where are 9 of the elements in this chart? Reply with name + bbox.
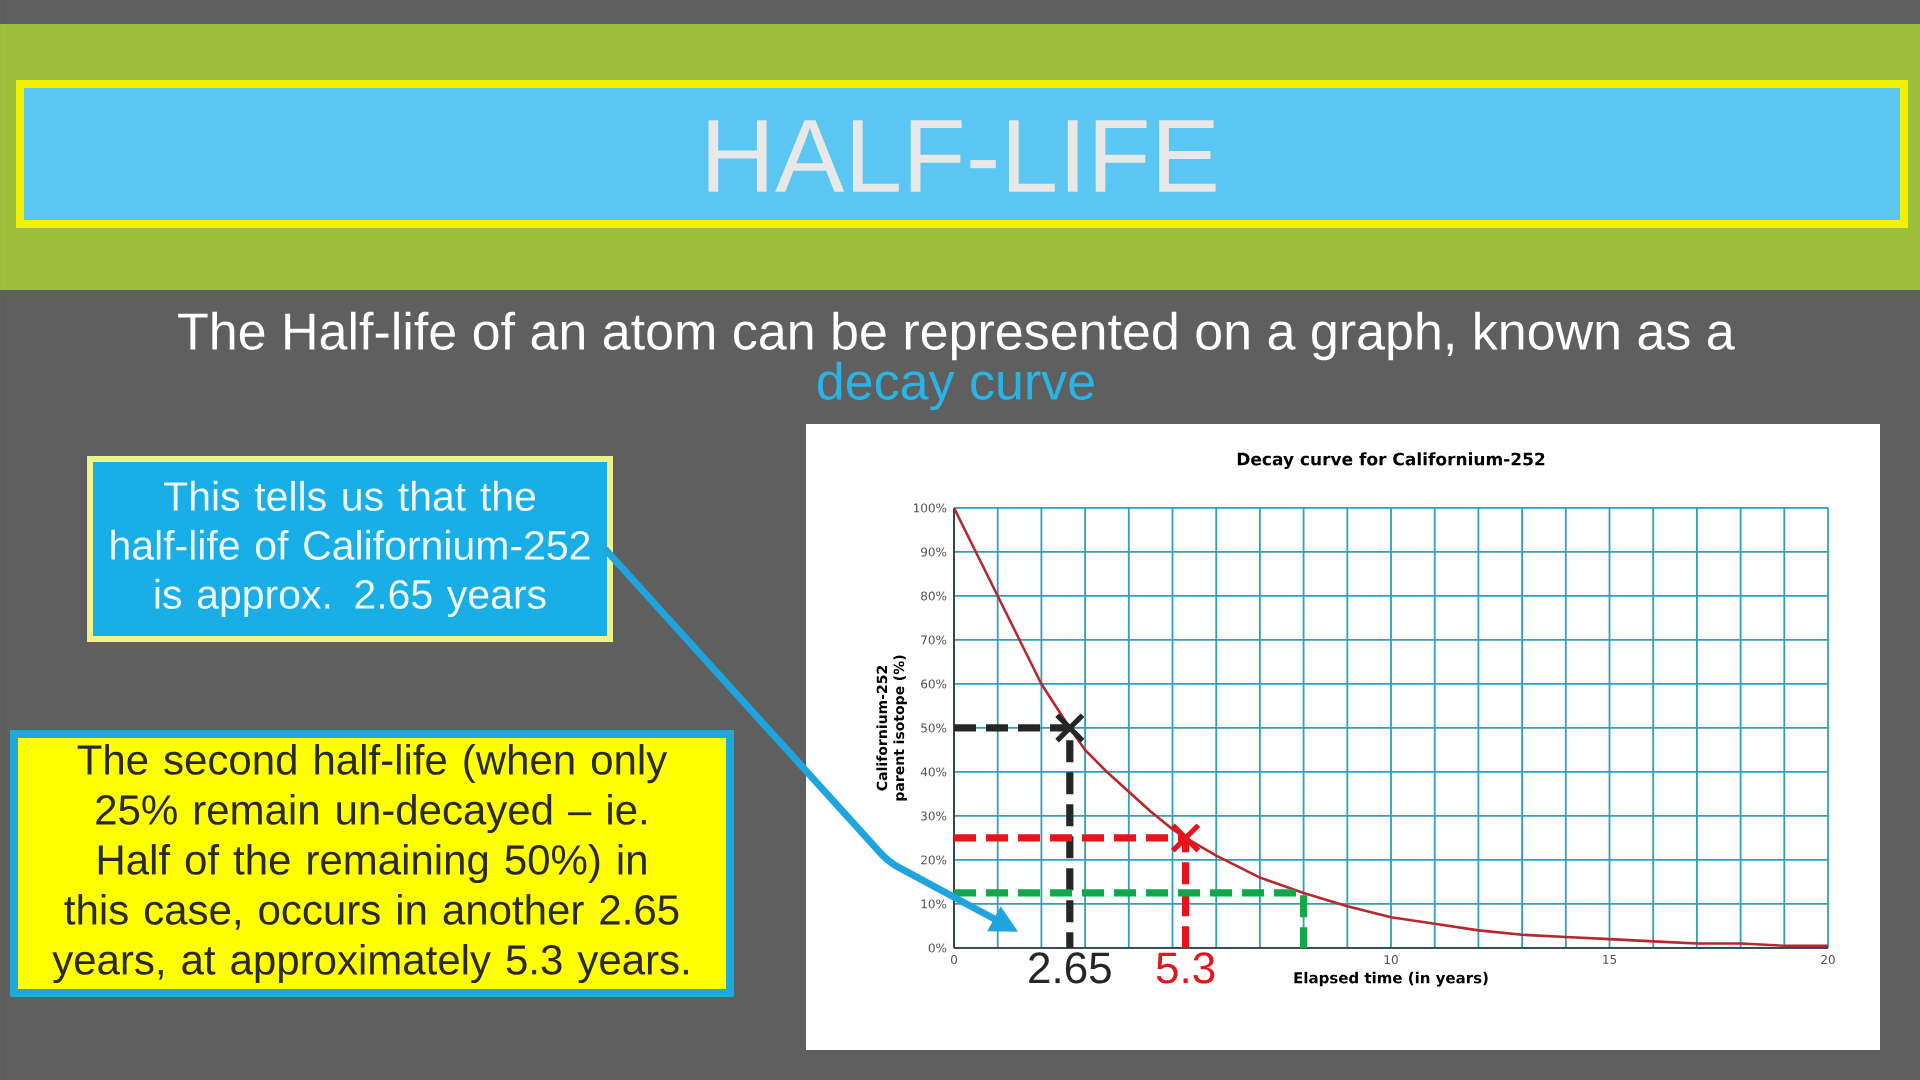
text: The Half-life of an atom can be represented on a graph, known as a — [178, 311, 1735, 361]
chart-title: Decay curve for Californium-252 — [1237, 452, 1545, 469]
annotation: 5.3 — [1156, 952, 1215, 984]
line-series — [952, 506, 1830, 948]
text: decay curve — [818, 361, 1094, 411]
annotation: 2.65 — [1029, 952, 1111, 984]
text: The second half-life (when only 25% remain un-decayed – ie. Half of the remaining 50%) in this case, occurs in another 2.65 years, at approximately 5.3 years. — [52, 743, 688, 984]
text: HALF-LIFE — [708, 120, 1216, 192]
text: This tells us that the half-life of Californium-252 is approx. 2.65 years — [111, 480, 590, 618]
